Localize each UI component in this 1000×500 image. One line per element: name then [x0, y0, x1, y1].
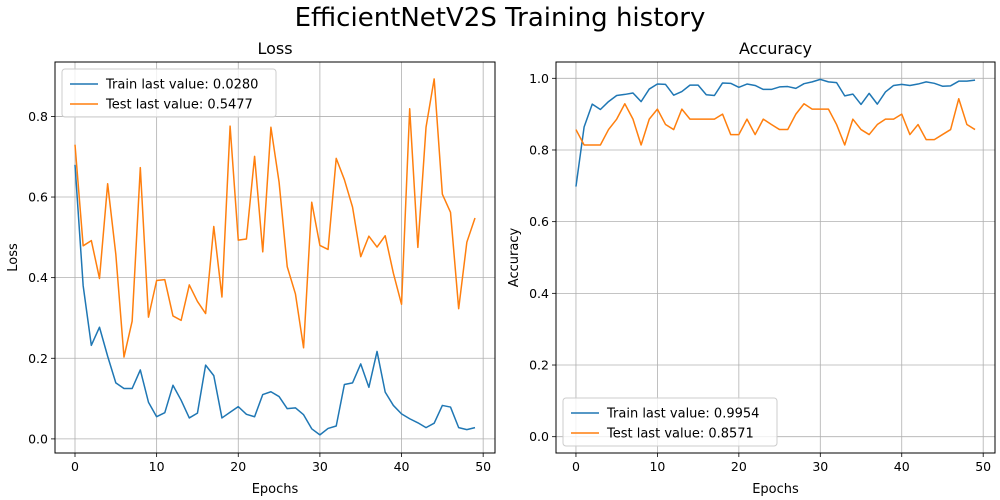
y-tick-label: 0.2 [28, 351, 48, 366]
legend-box [562, 397, 778, 447]
y-tick-label: 0.6 [28, 190, 48, 205]
x-tick-label: 0 [71, 459, 79, 474]
loss-legend: Train last value: 0.0280 Test last value:… [61, 68, 277, 118]
accuracy-x-axis-label: Epochs [752, 482, 799, 497]
x-tick-label: 30 [812, 459, 828, 474]
x-tick-label: 20 [731, 459, 747, 474]
y-tick-label: 0.8 [529, 142, 549, 157]
accuracy-legend: Train last value: 0.9954 Test last value:… [562, 397, 778, 447]
loss-axes-frame [54, 61, 496, 454]
loss-axes-title: Loss [257, 39, 292, 58]
y-tick-label: 0.4 [529, 286, 549, 301]
legend-label-train: Train last value: 0.0280 [105, 78, 258, 93]
accuracy-axes-frame [555, 61, 996, 454]
y-tick-label: 0.0 [529, 429, 549, 444]
accuracy-y-axis-label: Accuracy [507, 228, 522, 288]
x-tick-label: 50 [975, 459, 991, 474]
legend-label-test: Test last value: 0.5477 [105, 98, 253, 113]
loss-subplot: Loss 0 10 20 30 40 50 0.0 0.2 0.4 0.6 0.8 Epochs Loss… [6, 39, 496, 497]
legend-box [61, 68, 277, 118]
y-tick-label: 0.6 [529, 214, 549, 229]
x-tick-label: 10 [649, 459, 665, 474]
accuracy-subplot: Accuracy 0 10 20 30 40 50 0.0 0.2 0.4 0.6 0.8 1.0 Epo… [507, 39, 996, 497]
loss-y-axis-label: Loss [6, 243, 21, 272]
accuracy-series-test-line [575, 97, 976, 146]
figure-title: EfficientNetV2S Training history [295, 3, 706, 33]
x-tick-label: 40 [894, 459, 910, 474]
accuracy-axes-title: Accuracy [739, 39, 812, 58]
x-tick-label: 20 [230, 459, 246, 474]
loss-series-train-line [74, 164, 476, 436]
loss-series-test-line [74, 78, 476, 358]
x-tick-label: 10 [149, 459, 165, 474]
y-tick-label: 0.2 [529, 358, 549, 373]
x-tick-label: 30 [312, 459, 328, 474]
y-tick-label: 0.4 [28, 270, 48, 285]
y-tick-label: 0.0 [28, 431, 48, 446]
x-tick-label: 40 [394, 459, 410, 474]
y-tick-label: 1.0 [529, 71, 549, 86]
legend-label-train: Train last value: 0.9954 [606, 407, 759, 422]
y-tick-label: 0.8 [28, 109, 48, 124]
legend-label-test: Test last value: 0.8571 [606, 427, 754, 442]
accuracy-series-train-line [575, 78, 976, 187]
loss-x-axis-label: Epochs [252, 482, 299, 497]
x-tick-label: 0 [572, 459, 580, 474]
x-tick-label: 50 [475, 459, 491, 474]
